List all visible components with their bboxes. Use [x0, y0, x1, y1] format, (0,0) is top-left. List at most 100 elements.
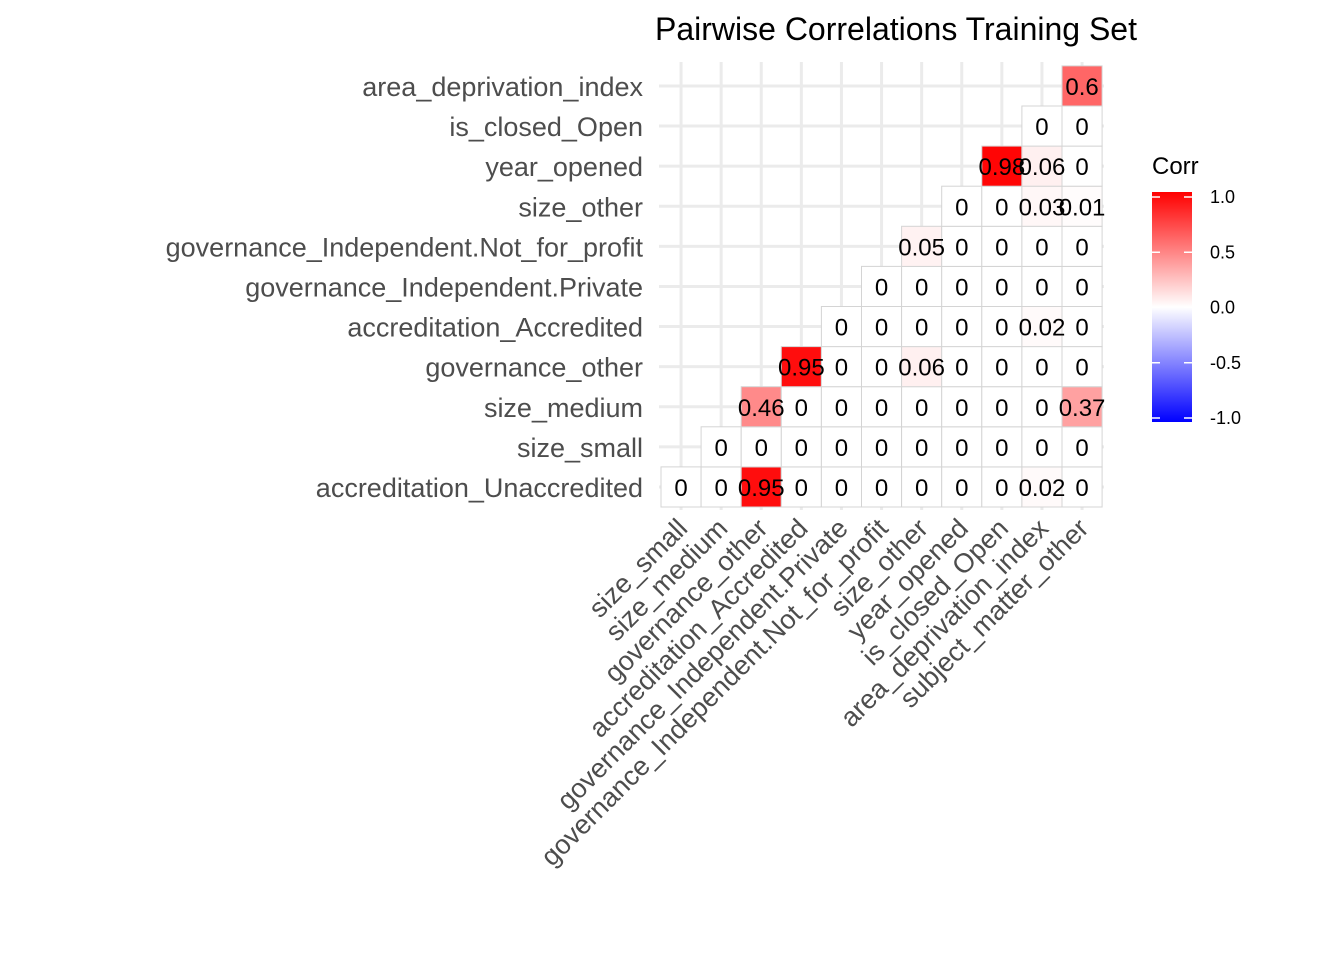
cell-value-label: 0.03: [1019, 194, 1066, 221]
heatmap-cell: [941, 346, 983, 388]
cell-value-label: 0: [875, 315, 888, 342]
y-tick-label: size_other: [518, 192, 643, 222]
cell-value-label: 0: [1075, 274, 1088, 301]
heatmap-cell: [901, 225, 943, 267]
cell-value-label: 0: [714, 435, 727, 462]
heatmap-cell: [700, 426, 742, 468]
y-tick-label: year_opened: [485, 152, 643, 182]
heatmap-cell: [901, 386, 943, 428]
heatmap-cell: [820, 386, 863, 428]
cell-value-label: 0.05: [898, 234, 945, 261]
cell-value-label: 0: [995, 475, 1008, 502]
heatmap-cells: [660, 65, 1103, 508]
cell-value-label: 0: [875, 475, 888, 502]
cell-value-label: 0: [955, 234, 968, 261]
heatmap-cell: [981, 426, 1023, 468]
heatmap-cell: [1061, 466, 1103, 508]
y-tick-label: size_small: [517, 433, 643, 463]
heatmap-cell: [820, 426, 863, 468]
heatmap-cell: [780, 466, 822, 508]
cell-value-label: 0: [1075, 154, 1088, 181]
legend-ticks: 1.0 0.5 0.0 -0.5 -1.0: [1152, 187, 1241, 428]
legend: Corr 1.0 0.5 0.0 -0.5 -1.0: [1152, 153, 1241, 428]
cell-value-label: 0: [835, 395, 848, 422]
cell-value-label: 0: [995, 395, 1008, 422]
heatmap-cell: [941, 306, 983, 348]
heatmap-cell: [1061, 346, 1103, 388]
cell-value-label: 0.95: [778, 355, 825, 382]
cell-value-label: 0.98: [978, 154, 1025, 181]
cell-value-label: 0: [915, 435, 928, 462]
cell-value-label: 0: [1035, 395, 1048, 422]
heatmap-cell: [981, 225, 1023, 267]
heatmap-cell: [740, 426, 782, 468]
y-tick-label: size_medium: [484, 393, 643, 423]
y-tick-label: is_closed_Open: [449, 112, 643, 142]
cell-value-label: 0: [995, 315, 1008, 342]
legend-tick-label: 1.0: [1210, 187, 1235, 207]
cell-value-label: 0.06: [898, 355, 945, 382]
cell-value-label: 0: [1075, 234, 1088, 261]
heatmap-cell: [981, 145, 1023, 187]
heatmap-cell: [780, 426, 822, 468]
cell-value-label: 0: [955, 475, 968, 502]
cell-value-label: 0: [835, 435, 848, 462]
cell-value-label: 0: [1075, 355, 1088, 382]
cell-value-label: 0.02: [1019, 315, 1066, 342]
heatmap-cell: [981, 386, 1023, 428]
cell-value-label: 0: [835, 355, 848, 382]
cell-value-label: 0: [955, 315, 968, 342]
heatmap-cell: [941, 185, 983, 227]
heatmap-cell: [1021, 105, 1063, 147]
cell-value-label: 0: [955, 435, 968, 462]
y-axis: accreditation_Unaccredited size_small size…: [166, 72, 644, 503]
cell-value-label: 0: [955, 274, 968, 301]
cell-value-label: 0: [915, 475, 928, 502]
heatmap-cell: [1061, 185, 1103, 227]
cell-value-label: 0: [1035, 435, 1048, 462]
cell-value-label: 0.02: [1019, 475, 1066, 502]
heatmap-cell: [820, 306, 863, 348]
heatmap-cell: [1061, 306, 1103, 348]
cell-value-label: 0: [875, 274, 888, 301]
heatmap-cell: [1021, 386, 1063, 428]
cell-value-label: 0: [875, 355, 888, 382]
heatmap-cell: [1061, 105, 1103, 147]
cell-value-label: 0: [1035, 234, 1048, 261]
y-tick-label: governance_Independent.Private: [245, 272, 643, 302]
cell-value-label: 0: [915, 274, 928, 301]
legend-tick-label: 0.5: [1210, 242, 1235, 262]
cell-value-label: 0: [995, 194, 1008, 221]
cell-value-label: 0: [755, 435, 768, 462]
cell-value-label: 0: [795, 435, 808, 462]
legend-tick-label: -1.0: [1210, 408, 1241, 428]
cell-value-label: 0: [795, 395, 808, 422]
heatmap-cell: [981, 306, 1023, 348]
heatmap-cell: [1021, 225, 1063, 267]
heatmap-cell: [1021, 145, 1063, 187]
cell-value-label: 0: [1035, 114, 1048, 141]
cell-value-label: 0: [995, 355, 1008, 382]
cell-value-label: 0: [714, 475, 727, 502]
cell-value-label: 0.46: [738, 395, 785, 422]
heatmap-cell: [901, 306, 943, 348]
y-tick-label: accreditation_Unaccredited: [316, 473, 643, 503]
cell-value-label: 0: [955, 395, 968, 422]
cell-value-label: 0: [875, 395, 888, 422]
cell-value-label: 0: [1035, 355, 1048, 382]
cell-value-label: 0: [875, 435, 888, 462]
cell-value-label: 0.37: [1059, 395, 1106, 422]
cell-value-label: 0.06: [1019, 154, 1066, 181]
cell-value-label: 0: [955, 355, 968, 382]
heatmap-cell: [901, 265, 943, 307]
cell-value-label: 0: [1035, 274, 1048, 301]
heatmap-cell: [780, 386, 822, 428]
cell-value-label: 0: [955, 194, 968, 221]
heatmap-cell: [901, 466, 943, 508]
cell-value-label: 0: [1075, 435, 1088, 462]
cell-value-label: 0: [835, 475, 848, 502]
cell-value-label: 0: [1075, 315, 1088, 342]
heatmap-cell-labels: 0 0 0.95 0 0 0 0 0 0 0.02 00 0 0 0 0 0 0 0 0 00.46 0 0 0 0 0 0 0 0.…: [674, 74, 1105, 502]
cell-value-label: 0: [995, 274, 1008, 301]
chart-title: Pairwise Correlations Training Set: [655, 11, 1137, 47]
